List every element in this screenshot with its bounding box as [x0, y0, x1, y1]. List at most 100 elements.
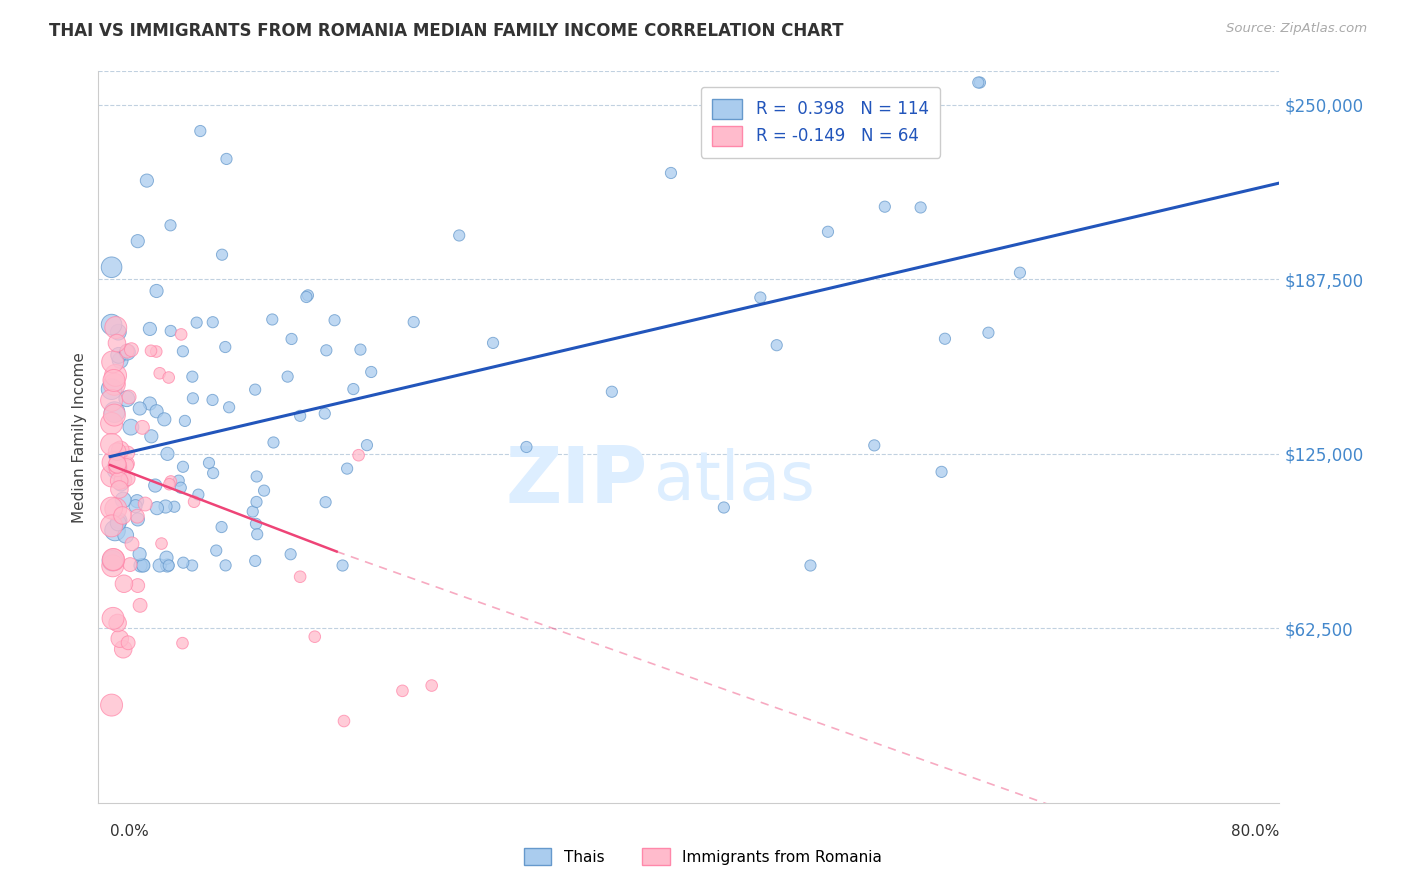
Point — [211, 248, 233, 262]
Point — [214, 558, 236, 573]
Point — [1008, 266, 1031, 280]
Point — [139, 343, 162, 358]
Point — [145, 284, 167, 298]
Text: ZIP: ZIP — [505, 443, 648, 519]
Point — [105, 457, 128, 471]
Point — [215, 152, 238, 166]
Point — [243, 383, 266, 397]
Point — [135, 173, 157, 187]
Point — [159, 475, 181, 489]
Point — [342, 382, 364, 396]
Point — [280, 332, 302, 346]
Point — [934, 332, 956, 346]
Point — [114, 528, 136, 542]
Point — [931, 465, 953, 479]
Point — [288, 409, 311, 423]
Point — [659, 166, 682, 180]
Point — [402, 315, 425, 329]
Text: atlas: atlas — [654, 448, 814, 514]
Point — [129, 558, 152, 573]
Point — [155, 500, 177, 514]
Point — [156, 558, 179, 573]
Point — [125, 494, 148, 508]
Point — [873, 200, 896, 214]
Point — [100, 382, 122, 396]
Point — [103, 373, 125, 387]
Text: THAI VS IMMIGRANTS FROM ROMANIA MEDIAN FAMILY INCOME CORRELATION CHART: THAI VS IMMIGRANTS FROM ROMANIA MEDIAN F… — [49, 22, 844, 40]
Point — [134, 497, 156, 511]
Point — [333, 714, 356, 728]
Point — [187, 488, 209, 502]
Point — [157, 370, 180, 384]
Point — [817, 225, 839, 239]
Point — [181, 369, 204, 384]
Point — [117, 457, 139, 471]
Point — [145, 404, 167, 418]
Point — [100, 393, 122, 408]
Point — [107, 348, 129, 362]
Point — [356, 438, 378, 452]
Point — [314, 407, 336, 421]
Point — [349, 343, 371, 357]
Point — [104, 368, 127, 383]
Point — [120, 420, 142, 434]
Point — [100, 318, 122, 332]
Point — [107, 460, 129, 475]
Point — [117, 636, 139, 650]
Point — [100, 260, 122, 275]
Point — [124, 499, 146, 513]
Point — [420, 679, 443, 693]
Point — [100, 501, 122, 516]
Point — [120, 343, 142, 357]
Point — [101, 469, 124, 483]
Point — [347, 448, 370, 462]
Point — [103, 552, 125, 566]
Point — [245, 495, 267, 509]
Point — [183, 494, 205, 508]
Point — [910, 201, 932, 215]
Point — [246, 469, 269, 483]
Point — [131, 420, 153, 434]
Point — [295, 290, 318, 304]
Point — [198, 456, 221, 470]
Point — [214, 340, 236, 354]
Point — [132, 558, 155, 573]
Point — [280, 547, 302, 561]
Point — [141, 429, 163, 443]
Legend: Thais, Immigrants from Romania: Thais, Immigrants from Romania — [517, 842, 889, 871]
Point — [174, 414, 197, 428]
Point — [157, 558, 180, 573]
Point — [482, 335, 505, 350]
Point — [163, 500, 186, 514]
Point — [139, 322, 162, 336]
Point — [977, 326, 1000, 340]
Point — [117, 446, 139, 460]
Text: 80.0%: 80.0% — [1232, 823, 1279, 838]
Point — [132, 558, 155, 573]
Point — [246, 527, 269, 541]
Point — [323, 313, 346, 327]
Point — [120, 558, 142, 572]
Point — [111, 473, 134, 487]
Point — [288, 570, 311, 584]
Point — [172, 636, 194, 650]
Point — [100, 437, 122, 451]
Text: Source: ZipAtlas.com: Source: ZipAtlas.com — [1226, 22, 1367, 36]
Point — [101, 611, 124, 625]
Point — [112, 642, 135, 657]
Point — [765, 338, 787, 352]
Point — [128, 547, 150, 561]
Point — [181, 392, 204, 406]
Point — [105, 462, 128, 476]
Point — [121, 537, 143, 551]
Point — [172, 556, 194, 570]
Point — [127, 234, 149, 248]
Point — [108, 483, 131, 497]
Point — [115, 344, 138, 359]
Point — [304, 630, 326, 644]
Point — [262, 312, 284, 326]
Point — [129, 599, 152, 613]
Text: 0.0%: 0.0% — [110, 823, 149, 838]
Point — [967, 76, 990, 90]
Point — [245, 516, 267, 531]
